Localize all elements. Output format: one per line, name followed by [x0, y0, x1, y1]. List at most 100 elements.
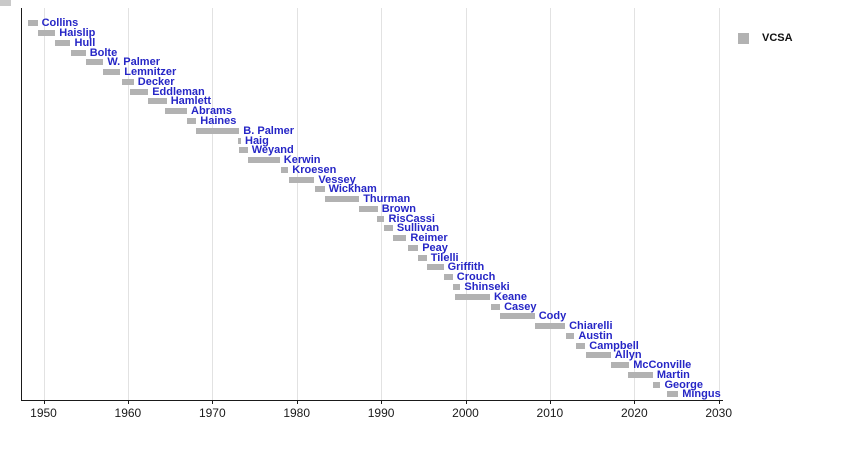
- axis-tick-label: 1970: [198, 406, 226, 420]
- bar-label: Vessey: [318, 173, 356, 186]
- bar-label: Tilelli: [430, 251, 459, 264]
- timeline-bar: [315, 186, 325, 193]
- timeline-bar: [130, 88, 149, 95]
- axis-tick-mark: [634, 400, 636, 404]
- bar-label: Wickham: [328, 183, 377, 196]
- timeline-bar: [455, 293, 490, 300]
- timeline-bar: [27, 20, 38, 27]
- timeline-bar: [289, 176, 315, 183]
- bar-label: Decker: [137, 75, 175, 88]
- timeline-bar: [418, 254, 427, 261]
- legend-swatch-icon: [738, 33, 749, 44]
- axis-tick-mark: [718, 400, 720, 404]
- timeline-bar: [565, 332, 575, 339]
- timeline-bar: [628, 371, 653, 378]
- axis-tick-mark: [43, 400, 45, 404]
- bar-label: Cody: [538, 310, 567, 323]
- bar-label: W. Palmer: [107, 56, 160, 69]
- bar-label: Peay: [422, 241, 448, 254]
- y-axis-line: [21, 8, 22, 400]
- timeline-bar: [238, 147, 248, 154]
- timeline-bar: [667, 391, 679, 398]
- gridline: [296, 8, 298, 400]
- gridline: [465, 8, 467, 400]
- gridline: [634, 8, 636, 400]
- bar-label: McConville: [633, 359, 692, 372]
- bar-label: Haig: [245, 134, 269, 147]
- timeline-bar: [392, 235, 407, 242]
- timeline-bar: [55, 39, 71, 46]
- bar-label: Hamlett: [170, 95, 212, 108]
- bar-label: Reimer: [410, 232, 448, 245]
- bar-label: Mingus: [682, 388, 721, 401]
- axis-tick-label: 2000: [452, 406, 479, 420]
- bar-label: Sullivan: [396, 222, 440, 235]
- axis-tick-mark: [381, 400, 383, 404]
- gridline: [43, 8, 45, 400]
- bar-label: Haines: [200, 115, 237, 127]
- bar-label: Casey: [504, 300, 537, 313]
- timeline-bar: [165, 108, 187, 115]
- timeline-bar: [280, 166, 289, 173]
- bar-label: Lemnitzer: [124, 66, 177, 79]
- axis-tick-label: 1980: [283, 406, 311, 420]
- timeline-bar: [376, 215, 385, 222]
- bar-label: Thurman: [363, 193, 411, 206]
- timeline-bar: [148, 98, 167, 105]
- timeline-bar: [576, 342, 586, 349]
- gridline: [549, 8, 551, 400]
- timeline-bar: [443, 274, 453, 281]
- axis-tick-label: 2020: [620, 406, 648, 420]
- timeline-bar: [490, 303, 501, 310]
- bar-label: Bolte: [89, 46, 118, 59]
- bar-label: RisCassi: [388, 212, 435, 225]
- timeline-bar: [247, 157, 280, 163]
- bar-label: Brown: [381, 202, 416, 215]
- timeline-bar: [534, 323, 566, 329]
- axis-tick-mark: [465, 400, 467, 404]
- axis-tick-mark: [127, 400, 129, 404]
- axis-tick-label: 2010: [536, 406, 564, 420]
- timeline-bar: [500, 313, 535, 320]
- bar-label: Crouch: [456, 271, 496, 284]
- timeline-bar: [122, 78, 134, 85]
- timeline-bar: [70, 49, 86, 56]
- timeline-bar: [383, 225, 393, 232]
- gridline: [718, 8, 720, 400]
- timeline-bar: [610, 362, 630, 369]
- bar-label: Abrams: [191, 105, 232, 118]
- timeline-bar: [408, 244, 419, 251]
- timeline-bar: [187, 118, 197, 124]
- bar-label: Austin: [578, 329, 613, 342]
- bar-label: Chiarelli: [569, 320, 613, 332]
- axis-tick-label: 1950: [30, 406, 57, 420]
- bar-label: Martin: [656, 368, 690, 381]
- axis-tick-label: 1990: [367, 406, 395, 420]
- bar-label: Griffith: [447, 261, 485, 274]
- bar-label: Eddleman: [152, 85, 205, 98]
- gridline: [212, 8, 214, 400]
- bar-label: Weyand: [251, 144, 294, 157]
- bar-label: Kerwin: [283, 154, 321, 166]
- timeline-bar: [85, 59, 104, 66]
- timeline-bar: [426, 264, 444, 271]
- timeline-bar: [237, 137, 241, 144]
- timeline-bar: [103, 69, 121, 76]
- legend-label: VCSA: [762, 32, 793, 44]
- timeline-bar: [37, 30, 56, 37]
- bar-label: B. Palmer: [243, 124, 295, 137]
- bar-label: Hull: [74, 36, 96, 49]
- bar-label: Campbell: [589, 339, 639, 352]
- axis-tick-mark: [296, 400, 298, 404]
- timeline-bar: [586, 352, 611, 359]
- x-axis-line: [21, 400, 723, 401]
- axis-tick-mark: [212, 400, 214, 404]
- bar-label: Shinseki: [464, 281, 510, 293]
- timeline-bar: [652, 381, 661, 388]
- timeline-bar: [196, 127, 240, 134]
- gridline: [381, 8, 383, 400]
- bar-label: Kroesen: [292, 163, 337, 176]
- clipped-corner-artifact: [0, 0, 11, 6]
- timeline-bar: [359, 205, 378, 212]
